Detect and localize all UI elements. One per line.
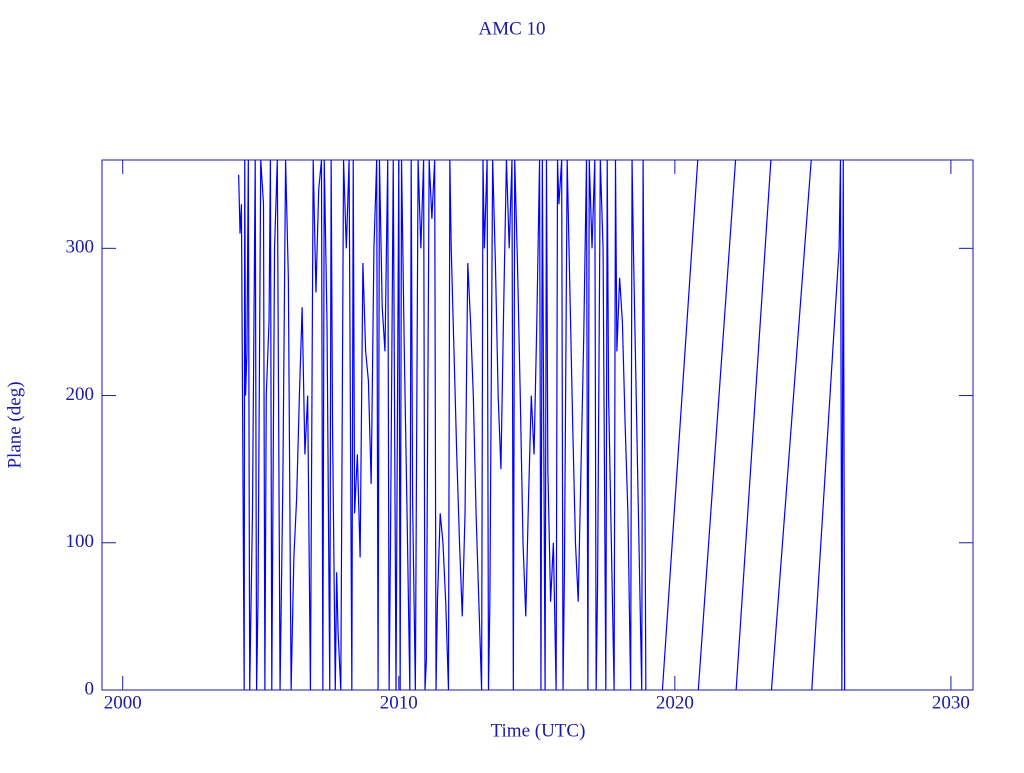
data-line bbox=[238, 159, 846, 691]
y-tick-label: 200 bbox=[66, 384, 95, 405]
y-tick-label: 300 bbox=[66, 237, 95, 258]
x-tick-label: 2000 bbox=[104, 692, 142, 713]
x-axis-label: Time (UTC) bbox=[491, 720, 586, 741]
plot-frame bbox=[101, 159, 974, 691]
chart-title: AMC 10 bbox=[478, 18, 545, 39]
x-tick-label: 2020 bbox=[656, 692, 694, 713]
x-tick-label: 2030 bbox=[932, 692, 970, 713]
y-tick-label: 100 bbox=[66, 531, 95, 552]
y-axis-label: Plane (deg) bbox=[4, 381, 25, 468]
y-tick-label: 0 bbox=[85, 678, 95, 699]
x-tick-label: 2010 bbox=[380, 692, 418, 713]
